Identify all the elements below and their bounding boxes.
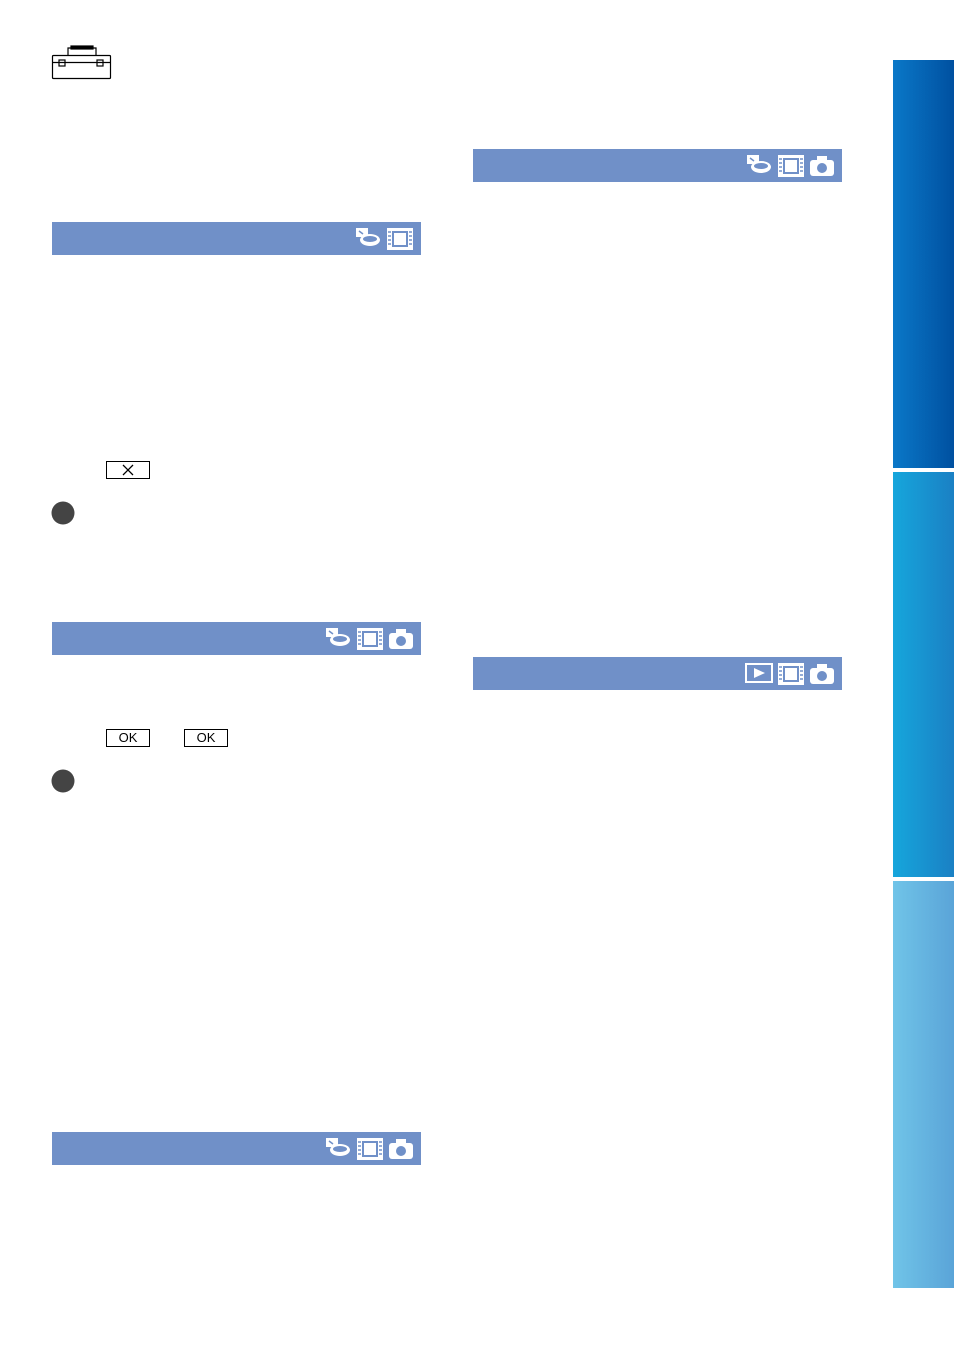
note-bullet: [51, 769, 75, 793]
side-tab[interactable]: [893, 881, 954, 1288]
section-header: [473, 657, 842, 690]
section-header: [52, 222, 421, 255]
side-tab[interactable]: [893, 472, 954, 877]
side-tab[interactable]: [893, 60, 954, 468]
close-button-icon: [106, 461, 150, 479]
ok-button-icon: OK: [106, 729, 150, 747]
button-label: OK: [119, 730, 138, 745]
section-header: [52, 1132, 421, 1165]
button-label: OK: [197, 730, 216, 745]
section-header: [52, 622, 421, 655]
ok-button-icon: OK: [184, 729, 228, 747]
toolbox-icon: [51, 45, 112, 80]
section-header: [473, 149, 842, 182]
note-bullet: [51, 501, 75, 525]
